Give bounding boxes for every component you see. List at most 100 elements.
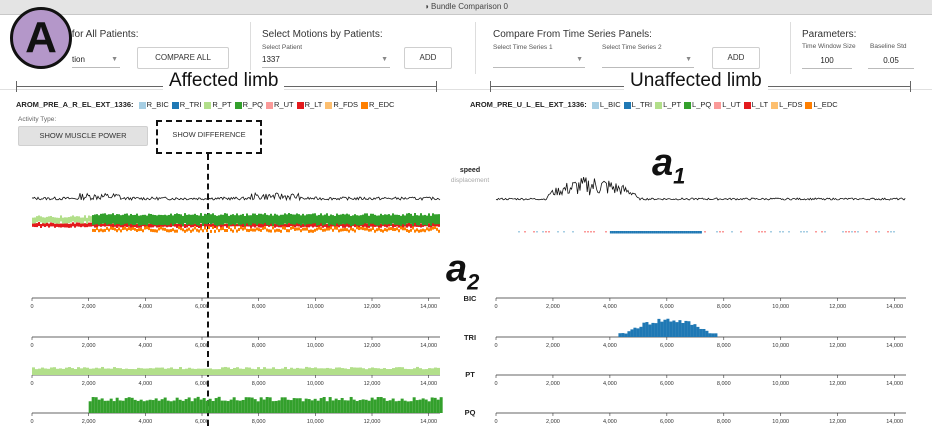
band-pt: [340, 215, 342, 222]
band-lt: [114, 222, 116, 227]
band-pt: [96, 217, 98, 224]
band-edc: [396, 227, 398, 231]
band-edc: [296, 227, 298, 231]
band-pq: [400, 215, 402, 226]
band-pq: [116, 214, 118, 225]
axis-tick-label: 14,000: [886, 381, 903, 387]
motion-select[interactable]: tion ▼: [72, 53, 120, 68]
band-lt: [258, 223, 260, 228]
band-pt: [246, 217, 248, 224]
band-pq: [318, 214, 320, 225]
axis-tick-label: 8,000: [252, 419, 266, 425]
band-pt: [210, 216, 212, 223]
band-pq: [390, 215, 392, 226]
bar-pt: [128, 368, 131, 375]
band-lt: [184, 223, 186, 228]
time-series-1-select[interactable]: ▼: [493, 53, 585, 68]
band-lt: [356, 223, 358, 228]
band-pt: [164, 217, 166, 224]
band-edc: [274, 229, 276, 233]
band-pq: [224, 213, 226, 224]
bar-pq: [415, 400, 419, 413]
bar-tri: [714, 333, 718, 337]
band-pq: [348, 214, 350, 225]
band-lt: [426, 222, 428, 227]
band-pq: [424, 214, 426, 225]
band-pt: [224, 217, 226, 224]
band-pq: [256, 215, 258, 226]
band-pt: [178, 215, 180, 222]
patient-select[interactable]: 1337 ▼: [262, 53, 390, 68]
band-lt: [108, 222, 110, 227]
axis-tick-label: 4,000: [603, 381, 617, 387]
band-lt: [78, 222, 80, 227]
compare-all-button[interactable]: COMPARE ALL: [137, 47, 229, 69]
band-edc: [292, 226, 294, 230]
band-pt: [290, 217, 292, 224]
bar-tri: [621, 333, 625, 337]
band-edc: [310, 229, 312, 233]
bar-pt: [158, 367, 161, 375]
panel-all-patients: s for All Patients: tion ▼ COMPARE ALL: [0, 22, 250, 74]
show-difference-button[interactable]: SHOW DIFFERENCE: [163, 126, 255, 144]
band-edc: [114, 227, 116, 231]
band-tri: [663, 231, 666, 234]
bar-pt: [98, 368, 101, 375]
band-lt: [348, 223, 350, 228]
add-time-series-button[interactable]: ADD: [712, 47, 760, 69]
band-faint: [641, 231, 643, 233]
band-edc: [160, 226, 162, 230]
band-pt: [182, 215, 184, 222]
band-lt: [428, 223, 430, 228]
band-tri: [679, 231, 682, 234]
window-size-input[interactable]: 100: [802, 54, 852, 69]
band-edc: [284, 226, 286, 230]
band-pq: [294, 214, 296, 225]
band-pq: [160, 214, 162, 225]
time-series-2-select[interactable]: ▼: [602, 53, 694, 68]
band-pt: [62, 217, 64, 224]
band-pt: [334, 216, 336, 223]
band-pt: [116, 215, 118, 222]
band-edc: [118, 227, 120, 231]
bar-pt: [371, 367, 374, 375]
band-faint: [890, 231, 892, 233]
bar-pt: [44, 368, 47, 375]
add-patient-button[interactable]: ADD: [404, 47, 452, 69]
axis-tick-label: 4,000: [603, 419, 617, 425]
chevron-down-icon: ▼: [576, 56, 583, 63]
band-edc: [130, 227, 132, 231]
band-pt: [138, 215, 140, 222]
legend-swatch: [266, 101, 274, 109]
bar-pt: [365, 369, 368, 375]
band-pt: [148, 215, 150, 222]
band-lt: [256, 222, 258, 227]
band-tri: [635, 231, 638, 234]
bar-pt: [269, 368, 272, 375]
band-pq: [408, 213, 410, 224]
patient-select-value: 1337: [262, 55, 280, 64]
band-pt: [68, 217, 70, 224]
band-pq: [156, 215, 158, 226]
band-lt: [222, 222, 224, 227]
band-edc: [432, 226, 434, 230]
band-pq: [248, 215, 250, 226]
bar-pq: [217, 396, 221, 413]
band-pq: [372, 213, 374, 224]
bar-pq: [214, 398, 218, 413]
band-edc: [192, 228, 194, 232]
bar-pq: [277, 400, 281, 413]
legend-swatch: [623, 101, 631, 109]
band-pt: [252, 216, 254, 223]
band-pt: [146, 217, 148, 224]
band-edc: [258, 228, 260, 232]
baseline-std-input[interactable]: 0.05: [868, 54, 914, 69]
band-faint: [779, 231, 781, 233]
bar-pt: [254, 369, 257, 375]
band-lt: [300, 223, 302, 228]
band-edc: [198, 229, 200, 233]
show-muscle-power-button[interactable]: SHOW MUSCLE POWER: [18, 126, 148, 146]
bar-pq: [421, 398, 425, 413]
band-pt: [218, 216, 220, 223]
band-lt: [276, 222, 278, 227]
